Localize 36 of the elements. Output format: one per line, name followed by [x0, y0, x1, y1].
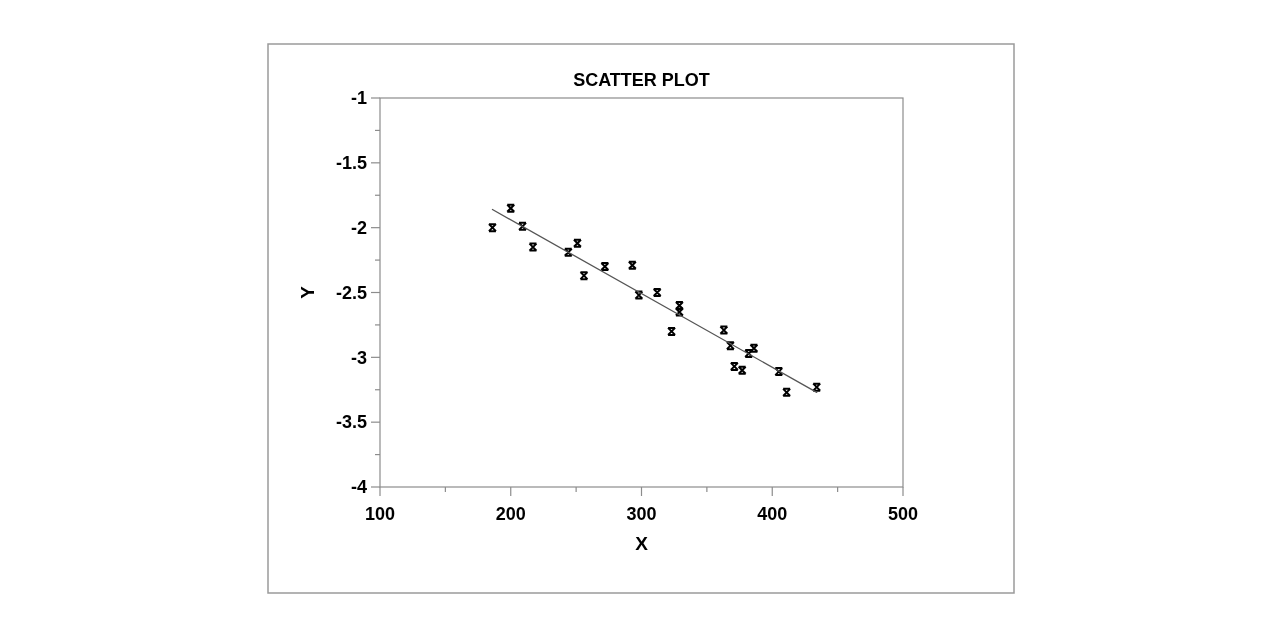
- point: [487, 223, 497, 233]
- point: [518, 221, 528, 231]
- y-tick-label: -3.5: [335, 412, 367, 433]
- x-axis-title: X: [635, 533, 649, 554]
- y-axis-title: Y: [297, 285, 318, 299]
- point: [506, 203, 516, 213]
- point: [579, 271, 589, 281]
- y-tick-label: -2.5: [335, 282, 367, 303]
- point: [774, 367, 784, 377]
- point: [652, 288, 662, 297]
- y-tick-label: -1.5: [335, 153, 367, 174]
- x-tick-label: 200: [495, 504, 526, 524]
- point: [744, 348, 754, 358]
- point: [782, 387, 792, 397]
- point: [719, 325, 729, 335]
- y-tick-label: -4: [350, 477, 367, 498]
- point: [729, 361, 739, 371]
- point: [528, 242, 538, 252]
- y-tick-label: -2: [350, 217, 367, 238]
- x-tick-label: 100: [364, 504, 396, 524]
- x-tick-label: 500: [887, 504, 919, 524]
- point: [634, 290, 644, 300]
- y-tick-label: -3: [350, 347, 367, 368]
- point: [749, 343, 759, 353]
- chart-title: SCATTER PLOT: [573, 70, 710, 90]
- x-tick-label: 400: [757, 504, 788, 524]
- point: [667, 326, 677, 336]
- point: [725, 341, 735, 351]
- point: [563, 247, 573, 257]
- y-tick-label: -1: [350, 88, 367, 109]
- point: [572, 238, 582, 248]
- point: [627, 260, 637, 270]
- point: [737, 365, 747, 375]
- x-tick-label: 300: [626, 504, 657, 524]
- point: [600, 262, 610, 272]
- point: [812, 382, 822, 392]
